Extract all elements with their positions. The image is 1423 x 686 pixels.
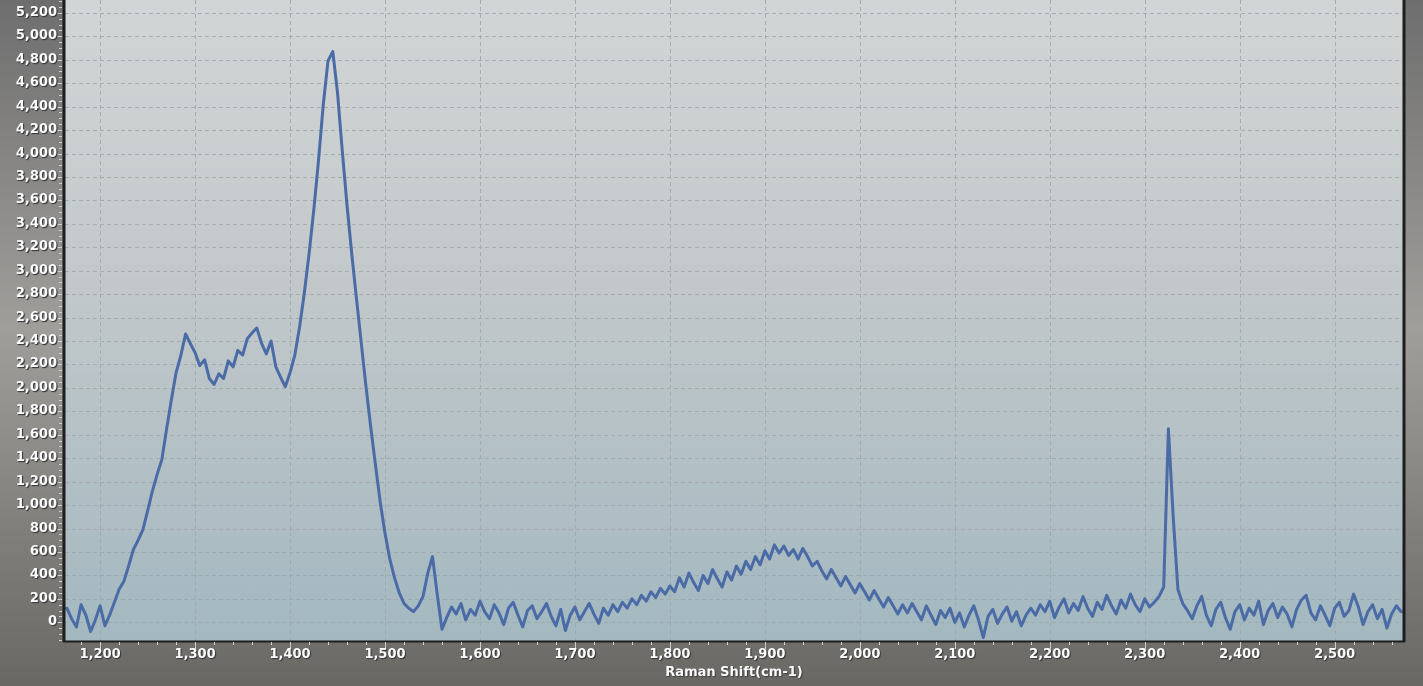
gridlines [65,0,1403,641]
y-tick-label: 5,000 [15,28,57,44]
y-tick-label: 4,600 [15,75,57,91]
y-tick-label: 1,600 [15,426,57,442]
x-tick-label: 2,100 [934,647,976,662]
y-tick-label: 0 [47,614,57,630]
y-tick-label: 3,400 [15,215,57,231]
tick-marks [55,1,1393,649]
x-axis-title: Raman Shift(cm-1) [665,665,803,680]
y-tick-label: 1,400 [15,450,57,466]
y-tick-label: 4,400 [15,98,57,114]
x-tick-label: 1,800 [649,647,691,662]
y-tick-label: 400 [29,567,57,583]
x-tick-label: 1,700 [554,647,596,662]
y-tick-label: 2,200 [15,356,57,372]
y-tick-label: 4,200 [15,122,57,138]
x-tick-label: 1,400 [269,647,311,662]
y-tick-label: 5,200 [15,4,57,20]
spectrum-line [65,50,1403,639]
x-tick-label: 1,900 [744,647,786,662]
y-tick-label: 3,200 [15,239,57,255]
x-tick-label: 2,000 [839,647,881,662]
y-tick-label: 200 [29,590,57,606]
x-tick-label: 1,300 [174,647,216,662]
y-tick-label: 2,600 [15,309,57,325]
x-tick-label: 2,400 [1219,647,1261,662]
y-tick-label: 1,000 [15,497,57,513]
y-tick-label: 3,600 [15,192,57,208]
x-tick-label: 2,500 [1314,647,1356,662]
x-tick-label: 1,200 [79,647,121,662]
y-tick-label: 4,800 [15,51,57,67]
y-tick-label: 3,800 [15,168,57,184]
y-tick-label: 2,800 [15,286,57,302]
axis-border [62,0,1406,643]
y-tick-label: 4,000 [15,145,57,161]
y-tick-label: 600 [29,543,57,559]
plot-background [65,0,1403,641]
y-tick-label: 2,000 [15,379,57,395]
y-tick-label: 1,200 [15,473,57,489]
x-tick-label: 2,200 [1029,647,1071,662]
y-tick-label: 3,000 [15,262,57,278]
y-tick-label: 2,400 [15,333,57,348]
x-tick-label: 1,500 [364,647,406,662]
x-tick-label: 2,300 [1124,647,1166,662]
y-tick-label: 1,800 [15,403,57,419]
y-tick-label: 800 [29,520,57,536]
x-tick-label: 1,600 [459,647,501,662]
